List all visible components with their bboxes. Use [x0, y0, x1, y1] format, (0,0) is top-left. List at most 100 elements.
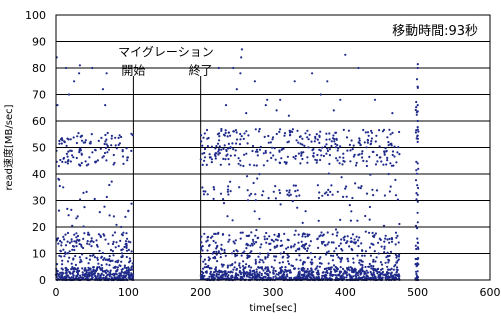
data-point [356, 254, 359, 257]
data-point [214, 232, 217, 235]
data-point [108, 275, 111, 278]
data-point [384, 234, 387, 237]
data-point [208, 275, 211, 278]
data-point [349, 240, 352, 243]
data-point [222, 277, 225, 280]
data-point [304, 210, 307, 213]
migration-label: マイグレーション [118, 45, 214, 59]
data-point [319, 93, 322, 96]
data-point [216, 142, 220, 145]
data-point [221, 265, 224, 268]
data-point [348, 143, 351, 146]
data-point [356, 219, 359, 222]
data-point [358, 142, 361, 145]
data-point [350, 210, 353, 213]
data-point [251, 144, 255, 148]
data-point [121, 234, 124, 237]
data-point [245, 152, 248, 155]
data-point [310, 269, 313, 272]
data-point [364, 230, 367, 233]
data-point [245, 112, 248, 115]
data-point [389, 133, 392, 136]
data-point [105, 143, 108, 146]
data-point [358, 153, 361, 156]
data-point [239, 159, 242, 162]
data-point [212, 186, 215, 189]
data-point [217, 66, 220, 70]
data-point [334, 131, 338, 134]
data-point [75, 217, 78, 220]
data-point [258, 271, 261, 274]
data-point [81, 271, 84, 274]
data-point [91, 254, 94, 257]
data-point [252, 240, 255, 243]
data-point [281, 147, 284, 150]
data-point [345, 185, 348, 188]
data-point [74, 263, 77, 266]
data-point [355, 161, 358, 164]
data-point [224, 158, 227, 161]
data-point [253, 276, 256, 280]
data-point [94, 148, 97, 151]
data-point [350, 267, 354, 270]
data-point [228, 163, 231, 166]
data-point [315, 161, 318, 164]
data-point [75, 270, 79, 274]
data-point [224, 254, 227, 257]
data-point [373, 98, 377, 101]
data-point [340, 258, 343, 261]
data-point [232, 148, 235, 151]
data-point [306, 268, 309, 271]
data-point [224, 273, 227, 276]
data-point [414, 263, 417, 266]
data-point [103, 234, 106, 237]
data-point [90, 245, 93, 248]
data-point [342, 128, 345, 131]
data-point [369, 254, 372, 257]
data-point [341, 163, 344, 166]
data-point [314, 137, 317, 140]
data-point [90, 237, 93, 240]
data-point [83, 269, 86, 272]
data-point [277, 271, 281, 274]
data-point [300, 152, 303, 155]
data-point [226, 135, 229, 138]
data-point [387, 261, 390, 264]
data-point [130, 272, 133, 275]
data-point [266, 266, 269, 269]
data-point [66, 231, 70, 235]
data-point [243, 132, 246, 135]
y-tick-label: 40 [32, 168, 46, 181]
data-point [279, 128, 282, 131]
data-point [416, 85, 419, 88]
data-point [370, 264, 373, 267]
data-point [116, 268, 119, 271]
data-point [251, 274, 254, 277]
data-point [70, 208, 73, 211]
data-point [61, 160, 64, 163]
data-point [415, 129, 418, 132]
data-point [201, 249, 204, 252]
data-point [321, 274, 324, 277]
data-point [301, 233, 304, 236]
data-point [210, 145, 213, 148]
data-point [383, 273, 386, 277]
data-point [286, 253, 289, 256]
data-point [339, 145, 342, 148]
data-point [309, 261, 312, 264]
data-point [377, 274, 380, 277]
y-tick-label: 30 [32, 195, 46, 208]
data-point [350, 237, 353, 240]
data-point [132, 273, 135, 276]
data-point [314, 158, 317, 161]
data-point [90, 239, 93, 242]
data-point [417, 167, 420, 170]
data-point [88, 156, 91, 159]
data-point [58, 184, 61, 188]
data-point [278, 261, 281, 264]
data-point [63, 238, 66, 241]
data-point [339, 242, 342, 245]
data-point [386, 136, 389, 139]
data-point [256, 177, 259, 180]
data-point [100, 264, 103, 267]
